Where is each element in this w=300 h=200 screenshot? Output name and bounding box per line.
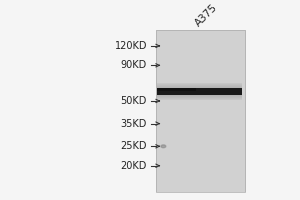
- Bar: [158, 95, 242, 96]
- Bar: [158, 99, 242, 100]
- Bar: [158, 87, 242, 88]
- Text: 120KD: 120KD: [115, 41, 147, 51]
- Bar: [158, 85, 242, 86]
- Bar: [158, 86, 242, 87]
- Bar: [158, 88, 242, 95]
- Text: 90KD: 90KD: [121, 60, 147, 70]
- Bar: [158, 88, 196, 91]
- Circle shape: [161, 145, 166, 148]
- Bar: [158, 98, 242, 99]
- Bar: [158, 96, 242, 97]
- Bar: [158, 83, 242, 84]
- Text: 50KD: 50KD: [121, 96, 147, 106]
- Bar: [158, 84, 242, 85]
- Bar: [158, 97, 242, 98]
- Text: 20KD: 20KD: [121, 161, 147, 171]
- Bar: [156, 30, 245, 192]
- Text: 35KD: 35KD: [121, 119, 147, 129]
- Text: A375: A375: [194, 2, 220, 28]
- Text: 25KD: 25KD: [121, 141, 147, 151]
